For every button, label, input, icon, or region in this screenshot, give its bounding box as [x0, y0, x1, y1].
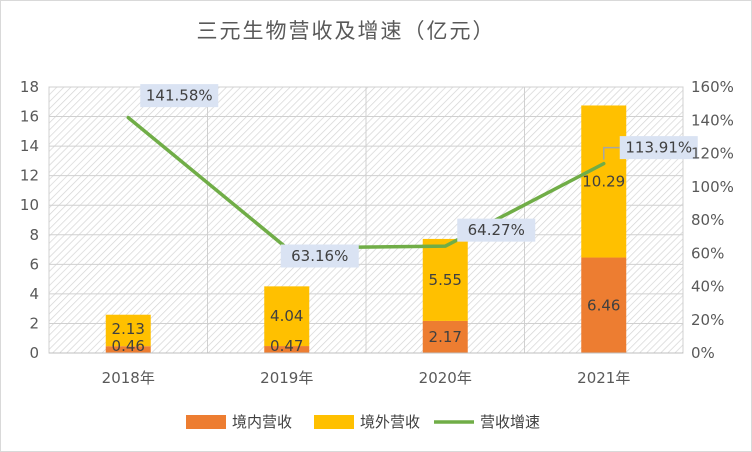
chart-title: 三元生物营收及增速（亿元） [197, 19, 496, 43]
y-left-tick: 16 [20, 108, 39, 126]
legend-label: 营收增速 [480, 413, 540, 431]
bar-overseas [264, 286, 310, 347]
growth-data-label: 64.27% [468, 221, 525, 239]
y-left-tick: 18 [20, 78, 39, 96]
y-left-tick: 2 [29, 314, 39, 332]
growth-label-box [140, 84, 219, 108]
axes-layer: 0 2 4 6 8 10 12 14 16 18 0% 20% 40% 60% 80% 100% 120% 140… [20, 78, 734, 387]
data-label-overseas: 10.29 [582, 173, 625, 191]
y-right-tick: 20% [691, 311, 724, 329]
data-label-overseas: 2.13 [112, 320, 145, 338]
bar-domestic [422, 320, 468, 353]
growth-label-box [619, 136, 698, 160]
legend-label: 境外营收 [360, 413, 420, 431]
growth-line [126, 115, 606, 250]
growth-data-label: 141.58% [146, 87, 213, 105]
bar-overseas [422, 238, 468, 321]
bar-overseas [105, 314, 151, 347]
x-tick-label: 2019年 [260, 369, 313, 387]
legend-swatch [186, 415, 226, 429]
data-label-domestic: 0.46 [112, 337, 145, 355]
growth-data-label: 113.91% [625, 139, 692, 157]
growth-label-box [457, 218, 536, 242]
y-right-tick: 40% [691, 278, 724, 296]
x-tick-label: 2018年 [102, 369, 155, 387]
y-right-tick: 100% [691, 178, 734, 196]
y-left-tick: 14 [20, 137, 39, 155]
bar-labels-layer: 0.462.13 0.47 4.04 2.17 5.55 6.46 10.29 [112, 173, 626, 355]
y-right-tick: 160% [691, 78, 734, 96]
legend-swatch [314, 415, 354, 429]
data-label-domestic: 2.17 [429, 328, 462, 346]
leader-line [603, 146, 620, 160]
y-left-tick: 4 [29, 285, 39, 303]
bars-layer [105, 105, 627, 353]
bar-overseas [581, 105, 627, 258]
growth-data-label: 63.16% [291, 247, 348, 265]
y-right-tick: 120% [691, 145, 734, 163]
y-right-tick: 80% [691, 211, 724, 229]
growth-line-layer: 141.58% 63.16% 64.27% 113.91% [126, 84, 698, 268]
x-tick-label: 2020年 [419, 369, 472, 387]
bar-domestic [105, 346, 151, 353]
y-right-tick: 60% [691, 244, 724, 262]
data-label-overseas: 4.04 [270, 307, 303, 325]
y-left-tick: 6 [29, 255, 39, 273]
y-left-tick: 12 [20, 167, 39, 185]
legend: 境内营收 境外营收 营收增速 [186, 413, 540, 431]
y-left-tick: 10 [20, 196, 39, 214]
bar-domestic [264, 346, 310, 353]
y-left-tick: 0 [29, 344, 39, 362]
data-label-domestic: 0.47 [270, 337, 303, 355]
growth-label-box [280, 244, 359, 268]
data-label-overseas: 5.55 [429, 271, 462, 289]
x-tick-label: 2021年 [577, 369, 630, 387]
legend-label: 境内营收 [232, 413, 292, 431]
bar-domestic [581, 257, 627, 353]
data-label-domestic: 6.46 [587, 296, 620, 314]
y-right-tick: 0% [691, 344, 715, 362]
y-right-tick: 140% [691, 111, 734, 129]
y-left-tick: 8 [29, 226, 39, 244]
